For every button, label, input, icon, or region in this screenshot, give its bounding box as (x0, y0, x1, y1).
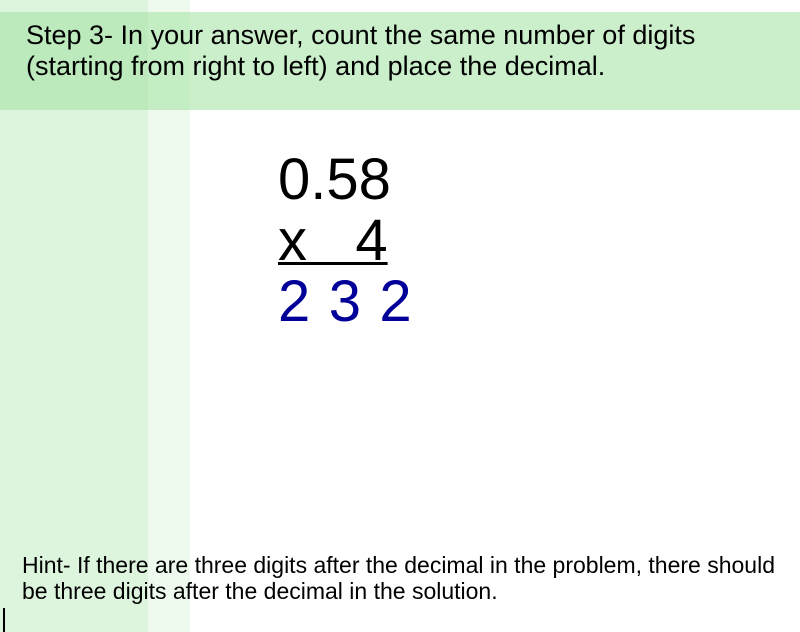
text-cursor-icon (3, 608, 5, 632)
multiplication-problem: 0.58 x 4 2 3 2 (278, 150, 413, 333)
multiplicand: 0.58 (278, 150, 413, 211)
hint-text: Hint- If there are three digits after th… (22, 552, 782, 605)
product-answer: 2 3 2 (278, 272, 413, 333)
step-instruction-text: Step 3- In your answer, count the same n… (26, 20, 776, 82)
multiplier-row: x 4 (278, 211, 413, 272)
